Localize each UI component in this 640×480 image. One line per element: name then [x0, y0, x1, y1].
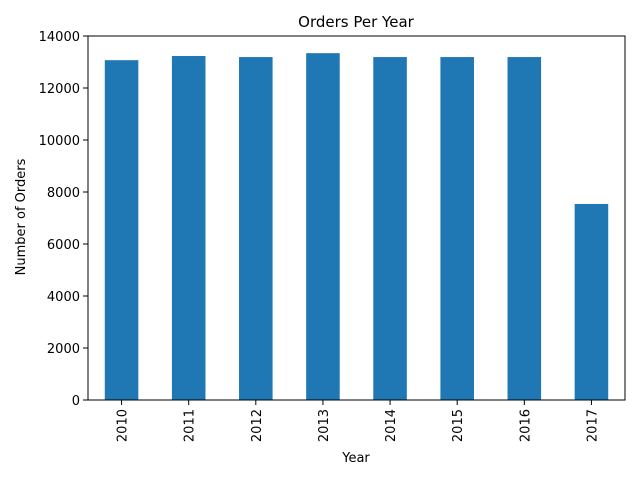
bar-2012: [239, 57, 273, 401]
y-tick-label: 6000: [47, 238, 80, 253]
bar-2013: [306, 53, 340, 400]
bar-2010: [104, 60, 139, 401]
x-tick-label: 2015: [451, 409, 466, 442]
y-axis: 0 2000 4000 6000 8000 10000 12000 14000: [39, 30, 88, 409]
x-tick-label: 2014: [384, 409, 399, 442]
bar-2017: [574, 203, 609, 400]
x-axis: 2010 2011 2012 2013 2014 2015 2016 2017: [116, 400, 600, 442]
y-tick-label: 10000: [39, 134, 80, 149]
bars-group: [104, 53, 609, 401]
y-tick-label: 12000: [39, 82, 80, 97]
y-tick-label: 4000: [47, 290, 80, 305]
x-tick-label: 2016: [518, 409, 533, 442]
x-tick-label: 2011: [183, 409, 198, 442]
bar-2014: [373, 57, 407, 401]
x-tick-label: 2010: [116, 409, 131, 442]
y-tick-label: 0: [72, 394, 80, 409]
x-tick-label: 2017: [585, 409, 600, 442]
plot-frame: [87, 35, 626, 401]
x-tick-label: 2013: [317, 409, 332, 442]
bar-2011: [171, 56, 206, 401]
y-tick-label: 2000: [47, 342, 80, 357]
chart-title: Orders Per Year: [298, 13, 414, 31]
bar-2016: [507, 57, 542, 401]
y-tick-label: 8000: [47, 186, 80, 201]
x-tick-label: 2012: [250, 409, 265, 442]
y-tick-label: 14000: [39, 30, 80, 45]
y-axis-title: Number of Orders: [14, 158, 29, 275]
bar-2015: [440, 57, 474, 401]
x-axis-title: Year: [341, 451, 370, 466]
